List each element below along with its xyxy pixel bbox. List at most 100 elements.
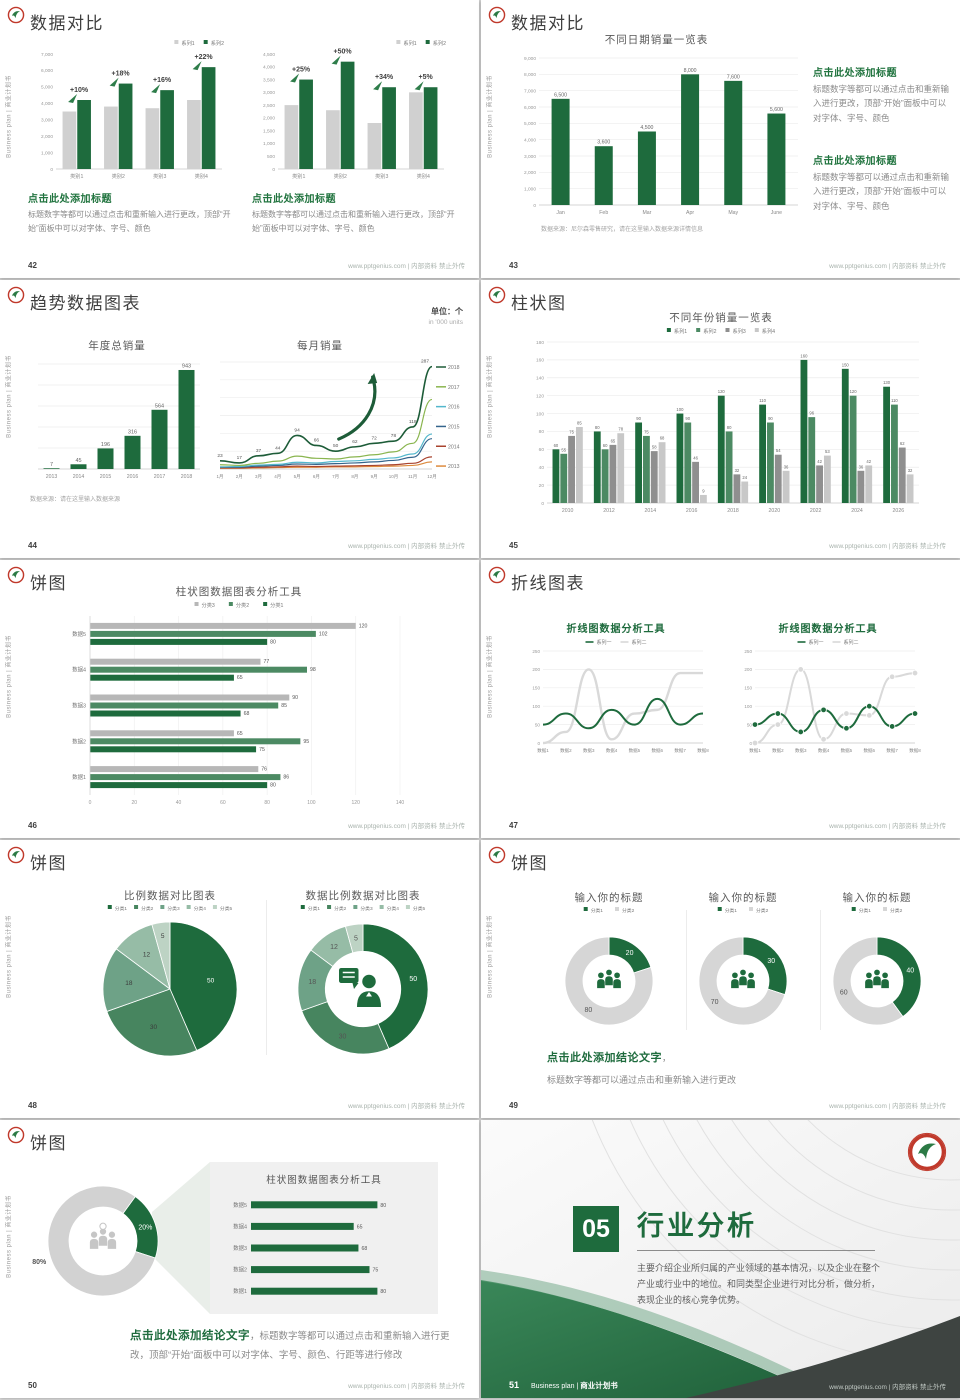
svg-text:May: May [728, 210, 738, 216]
svg-text:7,600: 7,600 [727, 74, 740, 80]
svg-text:类别2: 类别2 [112, 172, 125, 180]
svg-text:+22%: +22% [195, 54, 214, 61]
c42a-svg: 系列1 系列2 0 1,000 2,000 3,000 4,000 5,000 6,000 7,0… [41, 39, 224, 180]
svg-text:分类1: 分类1 [115, 905, 128, 912]
svg-text:18: 18 [125, 980, 133, 987]
caption-body: 标题数字等都可以通过点击和重新输入进行更改，顶部“开始”面板中可以对字体、字号、… [252, 210, 455, 233]
svg-text:分类4: 分类4 [194, 905, 207, 912]
svg-text:2024: 2024 [851, 508, 863, 514]
slide-51[interactable]: 05 行业分析 主要介绍企业所归属的产业领域的基本情况，以及企业在整个产业或行业… [481, 1120, 960, 1398]
background-decor [481, 1120, 960, 1398]
svg-text:类别4: 类别4 [417, 172, 430, 180]
caption-block: 点击此处添加标题 标题数字等都可以通过点击和重新输入进行更改，顶部“开始”面板中… [813, 64, 949, 125]
sidebar-caption: Business plan | 商业计划书 [6, 75, 13, 158]
svg-text:7月: 7月 [332, 474, 339, 480]
c47a-svg: 系列一 系列二 0 50 100 150 200 250 数据1 数据2 数据3 数据4 数据5 数据6 数… [532, 639, 709, 754]
svg-text:数据4: 数据4 [233, 1222, 247, 1230]
data-source-note: 数据来源：尼尔森零售研究，请在这里输入数据来源详情信息 [541, 227, 704, 233]
svg-text:+18%: +18% [112, 71, 131, 78]
svg-text:196: 196 [101, 442, 110, 448]
svg-text:数据4: 数据4 [606, 747, 618, 754]
caption-block: 点击此处添加标题 标题数字等都可以通过点击和重新输入进行更改，顶部“开始”面板中… [813, 152, 949, 213]
svg-text:数据2: 数据2 [233, 1266, 247, 1274]
svg-text:102: 102 [319, 631, 328, 637]
pin-icon [192, 61, 202, 71]
svg-text:20: 20 [626, 950, 634, 957]
line-chart-markers: 系列一 系列二 0 50 100 150 200 250 数据1 数据2 数据3 数据4 数据5 数据6 数… [733, 636, 923, 756]
page-number: 49 [509, 1101, 518, 1110]
people-icon [731, 969, 755, 989]
svg-text:数据3: 数据3 [583, 747, 595, 754]
svg-text:数据2: 数据2 [772, 747, 784, 754]
caption-heading: 点击此处添加标题 [252, 194, 336, 205]
svg-text:2017: 2017 [448, 385, 460, 391]
svg-text:+50%: +50% [334, 49, 353, 56]
svg-text:32: 32 [735, 468, 740, 473]
svg-text:20%: 20% [138, 1225, 152, 1232]
bar-chart-compare-right: 系列1 系列2 0 500 1,000 1,500 2,000 2,500 3,000 3,500… [248, 36, 450, 182]
svg-text:分类3: 分类3 [202, 601, 215, 609]
svg-text:180: 180 [536, 340, 544, 346]
svg-text:110: 110 [759, 398, 766, 403]
svg-text:90: 90 [685, 416, 690, 421]
caption-body: 标题数字等都可以通过点击和重新输入进行更改，顶部“开始”面板中可以对字体、字号、… [813, 84, 950, 123]
chart-title: 每月销量 [297, 340, 343, 352]
svg-text:12: 12 [330, 944, 338, 951]
svg-text:95: 95 [303, 739, 309, 745]
slide-47[interactable]: Business plan | 商业计划书 折线图表 折线图数据分析工具 系列一… [481, 560, 960, 838]
svg-text:0: 0 [537, 741, 540, 746]
slide-49[interactable]: Business plan | 商业计划书 饼图 输入你的标题 分类1 分类2 20… [481, 840, 960, 1118]
svg-text:分类5: 分类5 [413, 905, 426, 912]
svg-text:75: 75 [259, 747, 265, 753]
svg-text:90: 90 [292, 695, 298, 701]
svg-text:7,000: 7,000 [41, 52, 53, 58]
chart-title: 数据比例数据对比图表 [305, 890, 421, 902]
slide-title: 折线图表 [511, 574, 585, 593]
svg-text:37: 37 [256, 448, 262, 454]
sidebar-caption: Business plan | 商业计划书 [6, 1195, 13, 1278]
svg-text:0: 0 [50, 167, 53, 173]
svg-text:+10%: +10% [70, 87, 89, 94]
svg-text:75: 75 [644, 429, 649, 434]
svg-text:120: 120 [359, 623, 368, 629]
slide-43[interactable]: Business plan | 商业计划书 数据对比 不同日期销量一览表 0 1,… [481, 0, 960, 278]
svg-text:10月: 10月 [389, 474, 399, 480]
svg-text:系列1: 系列1 [674, 327, 687, 335]
svg-text:120: 120 [536, 393, 544, 399]
slide-50[interactable]: Business plan | 商业计划书 饼图 20% 80% 柱状图数据图表分… [0, 1120, 479, 1398]
footer-note: www.pptgenius.com | 内部资料 禁止外传 [348, 543, 465, 550]
slide-48[interactable]: Business plan | 商业计划书 饼图 比例数据对比图表 分类1 分类2… [0, 840, 479, 1118]
svg-text:数据8: 数据8 [909, 747, 921, 754]
svg-text:250: 250 [532, 649, 540, 654]
svg-text:分类2: 分类2 [756, 907, 769, 914]
svg-text:2014: 2014 [448, 444, 460, 450]
footer-note: www.pptgenius.com | 内部资料 禁止外传 [829, 1103, 946, 1110]
svg-text:42: 42 [817, 459, 822, 464]
conclusion-block: 点击此处添加结论文字， 标题数字等都可以通过点击和重新输入进行更改 [547, 1048, 907, 1088]
svg-text:系列二: 系列二 [844, 639, 859, 646]
svg-text:24: 24 [742, 475, 747, 480]
slide-title: 饼图 [30, 574, 67, 593]
svg-text:8月: 8月 [351, 474, 358, 480]
slide-42[interactable]: Business plan | 商业计划书 数据对比 系列1 系列2 0 1,000 2… [0, 0, 479, 278]
svg-text:4,000: 4,000 [41, 101, 53, 107]
svg-text:数据1: 数据1 [233, 1287, 247, 1295]
svg-text:118: 118 [409, 419, 417, 425]
slide-44[interactable]: Business plan | 商业计划书 趋势数据图表 单位：个 in '00… [0, 280, 479, 558]
svg-text:类别4: 类别4 [195, 172, 208, 180]
slide-46[interactable]: Business plan | 商业计划书 饼图 柱状图数据图表分析工具 分类3… [0, 560, 479, 838]
chart-title: 折线图数据分析工具 [566, 624, 666, 635]
slide-45[interactable]: Business plan | 商业计划书 柱状图 不同年份销量一览表 系列1 系… [481, 280, 960, 558]
svg-text:9月: 9月 [371, 474, 378, 480]
c49b-svg: 分类1 分类2 30 70 [698, 907, 788, 1026]
svg-text:62: 62 [352, 439, 358, 445]
svg-text:110: 110 [891, 398, 898, 403]
svg-text:80: 80 [270, 783, 276, 789]
svg-text:80: 80 [539, 429, 545, 435]
svg-text:60: 60 [603, 443, 608, 448]
bar-chart-annual-sales: 2013 7 2014 45 2015 196 2016 316 2017 564 2018 943 [28, 354, 206, 482]
svg-text:2018: 2018 [727, 508, 739, 514]
svg-text:12月: 12月 [427, 474, 437, 480]
page-number: 51 [509, 1380, 520, 1390]
svg-text:+16%: +16% [153, 77, 172, 84]
